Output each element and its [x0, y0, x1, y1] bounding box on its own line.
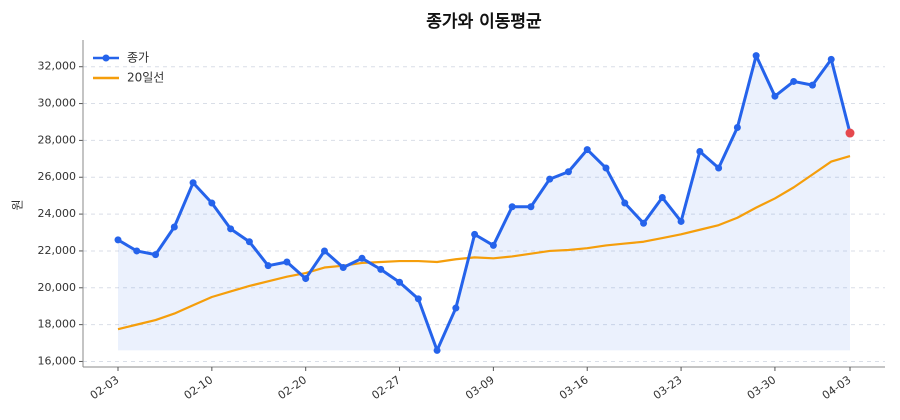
y-tick-label: 26,000: [38, 170, 77, 183]
point: [827, 55, 835, 63]
point: [302, 275, 310, 283]
point: [396, 278, 404, 286]
point: [564, 168, 572, 176]
y-tick-label: 20,000: [38, 281, 77, 294]
y-tick-label: 16,000: [38, 354, 77, 367]
y-tick-label: 22,000: [38, 244, 77, 257]
point: [508, 203, 516, 211]
point: [245, 238, 253, 246]
point: [433, 346, 441, 354]
point: [339, 264, 347, 272]
series-line: [117, 54, 852, 352]
point: [189, 179, 197, 187]
y-tick-label: 18,000: [38, 318, 77, 331]
point: [790, 77, 798, 85]
point: [771, 92, 779, 100]
area-fill: [118, 55, 850, 351]
y-tick-label: 30,000: [38, 97, 77, 110]
point: [170, 223, 178, 231]
point: [640, 219, 648, 227]
point: [489, 241, 497, 249]
point: [621, 199, 629, 207]
y-tick-label: 28,000: [38, 133, 77, 146]
point: [227, 225, 235, 233]
point: [208, 199, 216, 207]
point: [696, 147, 704, 155]
legend-label: 종가: [127, 51, 149, 65]
point: [546, 175, 554, 183]
point: [583, 146, 591, 154]
point: [264, 262, 272, 270]
point: [320, 247, 328, 255]
last-point: [845, 128, 855, 138]
legend-label: 20일선: [127, 71, 164, 85]
point: [414, 295, 422, 303]
point: [602, 164, 610, 172]
point: [471, 230, 479, 238]
legend-marker: [102, 54, 110, 62]
point: [677, 217, 685, 225]
point: [715, 164, 723, 172]
point: [152, 251, 160, 259]
point: [114, 236, 122, 244]
point: [283, 258, 291, 266]
point: [733, 124, 741, 132]
point: [658, 194, 666, 202]
point: [808, 81, 816, 89]
point: [527, 203, 535, 211]
point: [377, 265, 385, 273]
point: [752, 52, 760, 60]
y-tick-label: 32,000: [38, 60, 77, 73]
y-axis-label: 원: [11, 199, 25, 210]
series-line: [117, 155, 851, 331]
y-tick-label: 24,000: [38, 207, 77, 220]
point: [133, 247, 141, 255]
point: [452, 304, 460, 312]
chart-title: 종가와 이동평균: [426, 12, 542, 32]
point: [358, 254, 366, 262]
